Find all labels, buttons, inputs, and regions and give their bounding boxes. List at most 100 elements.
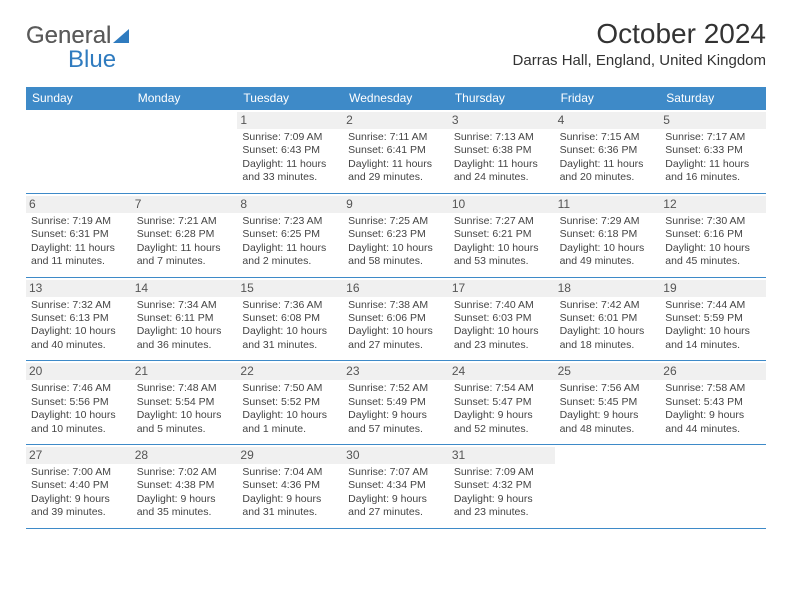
day-header-thursday: Thursday	[449, 87, 555, 110]
day-details: Sunrise: 7:56 AMSunset: 5:45 PMDaylight:…	[560, 382, 656, 436]
week-row: 20Sunrise: 7:46 AMSunset: 5:56 PMDayligh…	[26, 361, 766, 445]
day-number: 2	[343, 112, 449, 129]
sunset-text: Sunset: 6:01 PM	[560, 312, 656, 325]
daylight-text: Daylight: 11 hours and 16 minutes.	[665, 158, 761, 185]
day-number: 3	[449, 112, 555, 129]
daylight-text: Daylight: 10 hours and 53 minutes.	[454, 242, 550, 269]
sunrise-text: Sunrise: 7:34 AM	[137, 299, 233, 312]
sunset-text: Sunset: 4:38 PM	[137, 479, 233, 492]
sunrise-text: Sunrise: 7:00 AM	[31, 466, 127, 479]
day-details: Sunrise: 7:13 AMSunset: 6:38 PMDaylight:…	[454, 131, 550, 185]
sunrise-text: Sunrise: 7:27 AM	[454, 215, 550, 228]
sunset-text: Sunset: 6:06 PM	[348, 312, 444, 325]
sunset-text: Sunset: 6:43 PM	[242, 144, 338, 157]
day-details: Sunrise: 7:17 AMSunset: 6:33 PMDaylight:…	[665, 131, 761, 185]
day-cell: 27Sunrise: 7:00 AMSunset: 4:40 PMDayligh…	[26, 445, 132, 528]
sunset-text: Sunset: 5:45 PM	[560, 396, 656, 409]
day-number: 19	[660, 280, 766, 297]
day-cell: 17Sunrise: 7:40 AMSunset: 6:03 PMDayligh…	[449, 278, 555, 361]
daylight-text: Daylight: 9 hours and 39 minutes.	[31, 493, 127, 520]
day-number: 20	[26, 363, 132, 380]
day-details: Sunrise: 7:52 AMSunset: 5:49 PMDaylight:…	[348, 382, 444, 436]
sunrise-text: Sunrise: 7:30 AM	[665, 215, 761, 228]
day-number: 18	[555, 280, 661, 297]
sunrise-text: Sunrise: 7:09 AM	[242, 131, 338, 144]
sunrise-text: Sunrise: 7:58 AM	[665, 382, 761, 395]
sunrise-text: Sunrise: 7:23 AM	[242, 215, 338, 228]
day-header-monday: Monday	[132, 87, 238, 110]
day-cell: 5 Sunrise: 7:17 AMSunset: 6:33 PMDaylight…	[660, 110, 766, 193]
day-number: 17	[449, 280, 555, 297]
sunrise-text: Sunrise: 7:46 AM	[31, 382, 127, 395]
day-cell: 8Sunrise: 7:23 AMSunset: 6:25 PMDaylight…	[237, 194, 343, 277]
sunset-text: Sunset: 5:56 PM	[31, 396, 127, 409]
day-cell: 7Sunrise: 7:21 AMSunset: 6:28 PMDaylight…	[132, 194, 238, 277]
sunrise-text: Sunrise: 7:50 AM	[242, 382, 338, 395]
sunrise-text: Sunrise: 7:25 AM	[348, 215, 444, 228]
day-number: 16	[343, 280, 449, 297]
day-header-tuesday: Tuesday	[237, 87, 343, 110]
day-details: Sunrise: 7:23 AMSunset: 6:25 PMDaylight:…	[242, 215, 338, 269]
day-cell: 23Sunrise: 7:52 AMSunset: 5:49 PMDayligh…	[343, 361, 449, 444]
day-number: 12	[660, 196, 766, 213]
sunset-text: Sunset: 5:52 PM	[242, 396, 338, 409]
sunset-text: Sunset: 5:49 PM	[348, 396, 444, 409]
day-number: 1	[237, 112, 343, 129]
week-row: 13Sunrise: 7:32 AMSunset: 6:13 PMDayligh…	[26, 278, 766, 362]
day-details: Sunrise: 7:46 AMSunset: 5:56 PMDaylight:…	[31, 382, 127, 436]
day-cell: 2Sunrise: 7:11 AMSunset: 6:41 PMDaylight…	[343, 110, 449, 193]
day-number: 22	[237, 363, 343, 380]
day-details: Sunrise: 7:32 AMSunset: 6:13 PMDaylight:…	[31, 299, 127, 353]
sunrise-text: Sunrise: 7:09 AM	[454, 466, 550, 479]
day-details: Sunrise: 7:25 AMSunset: 6:23 PMDaylight:…	[348, 215, 444, 269]
sunrise-text: Sunrise: 7:40 AM	[454, 299, 550, 312]
day-number: 30	[343, 447, 449, 464]
daylight-text: Daylight: 9 hours and 52 minutes.	[454, 409, 550, 436]
day-details: Sunrise: 7:00 AMSunset: 4:40 PMDaylight:…	[31, 466, 127, 520]
day-cell: 25 Sunrise: 7:56 AMSunset: 5:45 PMDayligh…	[555, 361, 661, 444]
daylight-text: Daylight: 11 hours and 7 minutes.	[137, 242, 233, 269]
daylight-text: Daylight: 11 hours and 24 minutes.	[454, 158, 550, 185]
sunrise-text: Sunrise: 7:54 AM	[454, 382, 550, 395]
day-details: Sunrise: 7:38 AMSunset: 6:06 PMDaylight:…	[348, 299, 444, 353]
daylight-text: Daylight: 9 hours and 23 minutes.	[454, 493, 550, 520]
sunrise-text: Sunrise: 7:42 AM	[560, 299, 656, 312]
daylight-text: Daylight: 10 hours and 58 minutes.	[348, 242, 444, 269]
daylight-text: Daylight: 11 hours and 20 minutes.	[560, 158, 656, 185]
sunset-text: Sunset: 6:41 PM	[348, 144, 444, 157]
day-cell: 19Sunrise: 7:44 AMSunset: 5:59 PMDayligh…	[660, 278, 766, 361]
sunset-text: Sunset: 6:03 PM	[454, 312, 550, 325]
daylight-text: Daylight: 9 hours and 31 minutes.	[242, 493, 338, 520]
daylight-text: Daylight: 10 hours and 45 minutes.	[665, 242, 761, 269]
day-cell: 24Sunrise: 7:54 AMSunset: 5:47 PMDayligh…	[449, 361, 555, 444]
day-number: 25	[555, 363, 661, 380]
day-cell: 20 Sunrise: 7:46 AMSunset: 5:56 PMDayligh…	[26, 361, 132, 444]
day-cell: 3 Sunrise: 7:13 AMSunset: 6:38 PMDaylight…	[449, 110, 555, 193]
day-cell: 18Sunrise: 7:42 AMSunset: 6:01 PMDayligh…	[555, 278, 661, 361]
sunset-text: Sunset: 4:34 PM	[348, 479, 444, 492]
daylight-text: Daylight: 9 hours and 48 minutes.	[560, 409, 656, 436]
day-header-saturday: Saturday	[660, 87, 766, 110]
day-number: 5	[660, 112, 766, 129]
daylight-text: Daylight: 10 hours and 49 minutes.	[560, 242, 656, 269]
sunset-text: Sunset: 6:36 PM	[560, 144, 656, 157]
day-number: 31	[449, 447, 555, 464]
month-title: October 2024	[513, 18, 766, 50]
day-cell: 30Sunrise: 7:07 AMSunset: 4:34 PMDayligh…	[343, 445, 449, 528]
day-cell: 16 Sunrise: 7:38 AMSunset: 6:06 PMDayligh…	[343, 278, 449, 361]
day-details: Sunrise: 7:02 AMSunset: 4:38 PMDaylight:…	[137, 466, 233, 520]
day-details: Sunrise: 7:27 AMSunset: 6:21 PMDaylight:…	[454, 215, 550, 269]
week-row: 27Sunrise: 7:00 AMSunset: 4:40 PMDayligh…	[26, 445, 766, 529]
day-cell: 10Sunrise: 7:27 AMSunset: 6:21 PMDayligh…	[449, 194, 555, 277]
day-cell: 29Sunrise: 7:04 AMSunset: 4:36 PMDayligh…	[237, 445, 343, 528]
day-details: Sunrise: 7:54 AMSunset: 5:47 PMDaylight:…	[454, 382, 550, 436]
sunrise-text: Sunrise: 7:17 AM	[665, 131, 761, 144]
sunset-text: Sunset: 4:36 PM	[242, 479, 338, 492]
day-cell: 15Sunrise: 7:36 AMSunset: 6:08 PMDayligh…	[237, 278, 343, 361]
day-header-wednesday: Wednesday	[343, 87, 449, 110]
day-number: 29	[237, 447, 343, 464]
daylight-text: Daylight: 9 hours and 44 minutes.	[665, 409, 761, 436]
day-details: Sunrise: 7:21 AMSunset: 6:28 PMDaylight:…	[137, 215, 233, 269]
sunset-text: Sunset: 6:33 PM	[665, 144, 761, 157]
day-number: 28	[132, 447, 238, 464]
